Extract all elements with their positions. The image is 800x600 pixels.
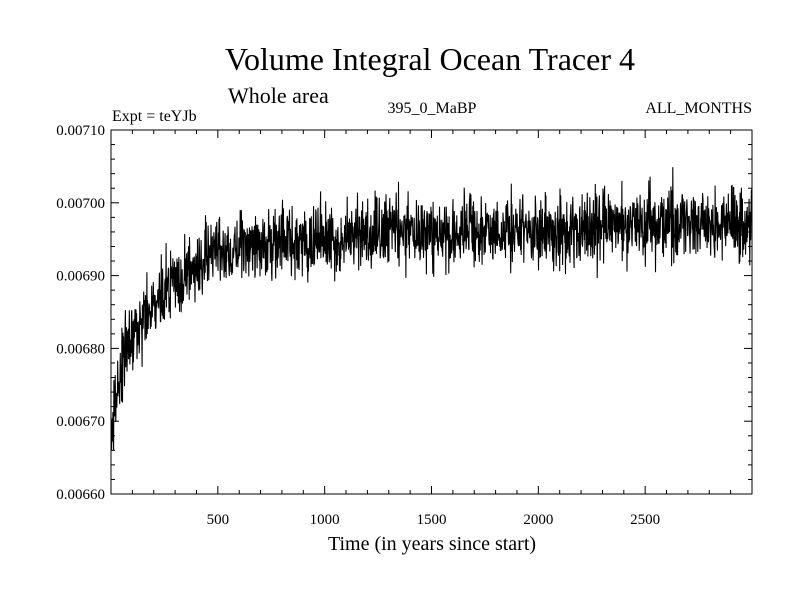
y-tick-label: 0.00680 <box>56 341 105 357</box>
tick-layer: 500 1000 1500 2000 2500 0.00660 0.00670 0.00680… <box>56 123 752 528</box>
y-tick-label: 0.00670 <box>56 414 105 430</box>
y-tick-label: 0.00700 <box>56 196 105 212</box>
y-tick-label: 0.00690 <box>56 269 105 285</box>
x-tick-label: 500 <box>207 512 230 528</box>
y-tick-label: 0.00710 <box>56 123 105 139</box>
series-layer <box>110 167 753 451</box>
y-tick-label: 0.00660 <box>56 487 105 503</box>
x-tick-label: 1500 <box>417 512 447 528</box>
x-tick-label: 1000 <box>310 512 340 528</box>
plot-frame <box>110 129 753 495</box>
season-label: ALL_MONTHS <box>645 100 752 117</box>
x-tick-label: 2500 <box>630 512 660 528</box>
x-tick-label: 2000 <box>523 512 553 528</box>
experiment-label: Expt = teYJb <box>112 108 197 125</box>
x-axis-label: Time (in years since start) <box>328 533 536 555</box>
chart-subtitle: Whole area <box>228 83 329 108</box>
chart-title: Volume Integral Ocean Tracer 4 <box>225 41 635 77</box>
period-label: 395_0_MaBP <box>388 100 477 117</box>
series-line <box>110 167 753 451</box>
